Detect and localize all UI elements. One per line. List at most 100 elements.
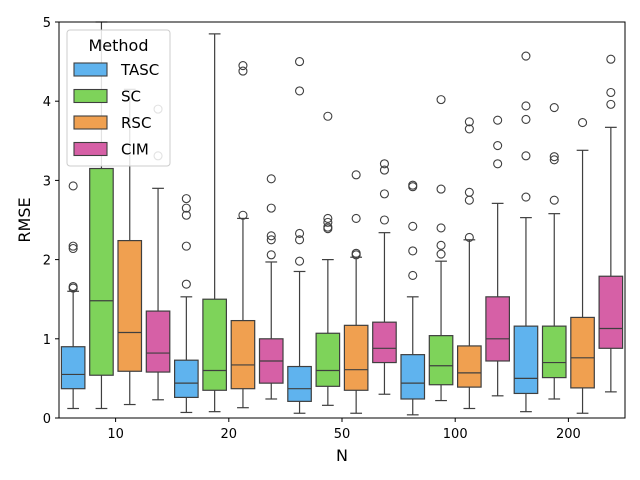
outlier-point [464,187,474,197]
box-sc-20 [202,33,227,413]
x-axis-label: N [336,446,348,465]
outlier-point [577,118,588,128]
legend-swatch [73,141,108,157]
iqr-box [60,346,86,390]
outlier-point [266,174,276,184]
y-tick-label: 3 [43,174,51,189]
legend-entries: TASC SC RSC CIM [73,61,159,159]
box-cim-50 [372,159,397,395]
outlier-point [379,165,390,175]
outlier-point [238,66,248,76]
outlier-point [606,99,616,109]
outlier-point [323,111,333,121]
x-tick-label: 10 [107,427,124,442]
iqr-box [89,167,114,376]
outlier-point [68,181,78,191]
outlier-point [294,228,305,239]
legend-label: RSC [121,114,151,132]
outlier-point [464,195,474,205]
outlier-point [266,250,276,260]
outlier-point [549,102,559,113]
axes: 0 1 2 3 4 5 10 20 50 100 200 [43,16,626,442]
y-axis-label: RMSE [15,197,34,242]
iqr-box [570,316,595,389]
legend-swatch [73,88,108,104]
outlier-point [351,248,361,258]
iqr-box [513,325,539,395]
outlier-point [181,203,191,213]
legend-entry-rsc: RSC [73,114,151,132]
box-sc-100 [428,95,454,402]
outlier-point [436,184,446,194]
iqr-box [315,332,341,387]
outlier-point [549,152,559,162]
outlier-point [464,232,474,242]
box-rsc-20 [230,61,256,409]
legend-entry-tasc: TASC [73,61,159,79]
outlier-point [493,115,503,125]
outlier-point [606,54,616,64]
outlier-point [379,159,390,169]
iqr-box [145,310,171,373]
outlier-point [436,249,446,259]
outlier-point [521,114,531,124]
outlier-point [181,210,191,220]
plot-area [60,21,624,416]
legend-swatch [73,115,108,130]
box-rsc-100 [457,117,482,410]
legend-label: TASC [120,61,159,79]
iqr-box [117,239,143,372]
outlier-point [436,240,446,250]
outlier-point [68,281,78,292]
outlier-point [408,180,418,190]
outlier-point [323,222,333,232]
outlier-point [436,95,446,105]
iqr-box [457,345,482,388]
outlier-point [294,86,305,96]
outlier-point [379,189,390,199]
outlier-point [493,141,503,151]
outlier-point [379,215,390,225]
legend-label: SC [121,88,141,106]
iqr-box [598,275,624,349]
x-tick-label: 200 [556,427,581,442]
outlier-point [408,246,418,256]
box-rsc-200 [570,118,595,414]
legend-swatch [73,62,108,77]
legend-title: Method [88,36,148,55]
y-tick-label: 4 [43,95,51,110]
box-cim-20 [258,174,284,400]
box-sc-50 [315,111,341,406]
iqr-box [174,359,199,399]
iqr-box [541,325,567,379]
x-tick-label: 50 [334,427,351,442]
iqr-box [230,319,256,390]
outlier-point [294,57,305,67]
outlier-point [323,213,333,223]
legend: Method TASC SC RSC CIM [66,29,171,167]
outlier-point [521,51,531,61]
outlier-point [351,170,361,180]
iqr-box [372,321,397,364]
outlier-point [266,235,276,245]
x-tick-label: 20 [221,427,238,442]
outlier-point [549,195,559,205]
iqr-box [485,296,510,362]
box-tasc-100 [400,180,426,416]
box-cim-100 [485,115,510,397]
outlier-point [323,217,333,227]
legend-label: CIM [121,141,149,159]
x-tick-label: 100 [443,427,468,442]
outlier-point [521,192,531,202]
outlier-point [436,223,446,233]
y-tick-label: 1 [43,333,51,348]
outlier-point [493,159,503,169]
iqr-box [400,354,426,400]
box-sc-200 [541,102,567,400]
outlier-point [408,270,418,280]
outlier-point [521,151,531,161]
iqr-box [287,365,312,402]
y-tick-label: 5 [43,16,51,31]
outlier-point [68,243,78,254]
